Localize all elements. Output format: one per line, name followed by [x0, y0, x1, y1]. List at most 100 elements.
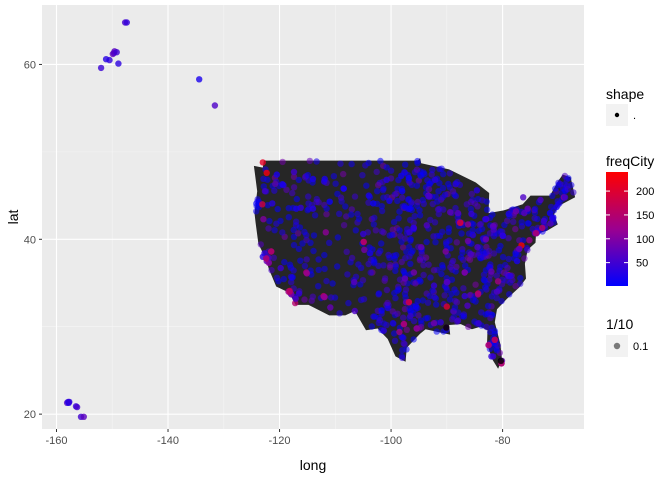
- scatter-point-bg: [429, 287, 436, 294]
- scatter-point-bg: [348, 160, 355, 168]
- scatter-point-bg: [315, 256, 322, 263]
- scatter-point-bg: [279, 158, 286, 166]
- x-axis: -160 -140 -120 -100 -80: [45, 429, 511, 447]
- scatter-point-bg: [454, 178, 461, 186]
- scatter-point-bg: [407, 312, 414, 320]
- scatter-point: [269, 200, 276, 207]
- scatter-point: [115, 60, 122, 67]
- scatter-point-bg: [386, 264, 394, 271]
- scatter-point-bg: [400, 314, 407, 321]
- scatter-point-bg: [334, 234, 342, 241]
- scatter-point-bg: [409, 247, 416, 254]
- scatter-point-bg: [431, 293, 438, 301]
- scatter-point-bg: [505, 235, 512, 242]
- scatter-point-bg: [389, 308, 396, 315]
- scatter-point: [386, 197, 393, 204]
- scatter-point: [286, 288, 293, 295]
- scatter-point-bg: [294, 230, 302, 237]
- scatter-point: [461, 269, 468, 276]
- scatter-point: [279, 181, 286, 188]
- scatter-point: [426, 193, 433, 200]
- scatter-point-bg: [283, 186, 290, 193]
- scatter-point-bg: [366, 249, 373, 257]
- scatter-point: [516, 245, 523, 253]
- scatter-point-bg: [422, 315, 429, 322]
- scatter-point-bg: [391, 330, 398, 337]
- legend-colorbar: [606, 172, 628, 286]
- scatter-point-bg: [479, 197, 486, 204]
- scatter-point-bg: [393, 190, 400, 197]
- scatter-point: [497, 357, 505, 364]
- scatter-point-bg: [384, 304, 391, 311]
- scatter-point-bg: [391, 289, 398, 297]
- scatter-point-bg: [510, 218, 517, 225]
- scatter-point-bg: [413, 166, 421, 173]
- scatter-point-bg: [280, 275, 287, 283]
- scatter-point-bg: [486, 247, 493, 255]
- x-tick-label: -120: [269, 435, 291, 447]
- scatter-point-bg: [449, 188, 457, 195]
- scatter-point-bg: [289, 189, 296, 197]
- legend-alpha: 1/10 0.1: [606, 316, 648, 357]
- scatter-point: [430, 282, 438, 289]
- scatter-point-bg: [313, 198, 320, 206]
- y-tick-label: 20: [24, 409, 36, 421]
- scatter-point-bg: [425, 186, 433, 193]
- scatter-point-bg: [427, 274, 434, 281]
- scatter-point-bg: [519, 237, 527, 244]
- scatter-point-bg: [301, 262, 309, 270]
- scatter-point: [505, 210, 512, 218]
- scatter-point-bg: [439, 194, 446, 201]
- scatter-point-bg: [375, 181, 382, 189]
- scatter-point-bg: [405, 196, 412, 204]
- y-axis: 20 40 60: [24, 59, 42, 421]
- scatter-point: [73, 403, 81, 411]
- scatter-point: [263, 169, 270, 177]
- scatter-point-bg: [440, 170, 447, 178]
- scatter-point-bg: [330, 173, 338, 180]
- scatter-point-bg: [414, 157, 421, 165]
- scatter-point-bg: [359, 172, 366, 179]
- scatter-point-bg: [518, 219, 525, 226]
- scatter-point: [532, 230, 540, 237]
- scatter-point-bg: [329, 280, 336, 287]
- scatter-point: [443, 303, 450, 310]
- scatter-point: [321, 293, 328, 301]
- scatter-point-bg: [400, 340, 407, 347]
- scatter-point-bg: [531, 205, 539, 213]
- scatter-point: [259, 159, 266, 166]
- scatter-point-bg: [365, 199, 372, 206]
- scatter-point-bg: [493, 272, 500, 279]
- scatter-point: [309, 175, 317, 183]
- scatter-point-bg: [266, 217, 273, 225]
- scatter-point-bg: [440, 206, 447, 213]
- scatter-point: [464, 221, 472, 228]
- scatter-point-bg: [467, 205, 475, 213]
- scatter-point-bg: [524, 246, 531, 254]
- scatter-point-bg: [368, 323, 375, 330]
- scatter-point-bg: [271, 227, 278, 234]
- scatter-point-bg: [424, 299, 432, 306]
- scatter-point-bg: [373, 168, 380, 176]
- scatter-point-bg: [512, 282, 519, 290]
- scatter-point: [461, 292, 468, 300]
- scatter-point: [303, 270, 311, 277]
- scatter-point-bg: [372, 227, 379, 234]
- scatter-point-bg: [271, 187, 278, 194]
- scatter-point-bg: [327, 294, 335, 301]
- scatter-point: [464, 237, 472, 245]
- scatter-point-bg: [435, 210, 442, 218]
- scatter-point-bg: [383, 286, 391, 294]
- scatter-point-bg: [336, 310, 343, 317]
- scatter-point-bg: [525, 220, 532, 227]
- scatter-point-bg: [480, 276, 487, 283]
- scatter-point: [360, 238, 367, 246]
- scatter-point: [113, 49, 120, 56]
- scatter-point: [474, 291, 482, 298]
- scatter-point: [540, 217, 548, 225]
- scatter-point-bg: [433, 328, 440, 335]
- scatter-point: [430, 320, 438, 327]
- scatter-point: [491, 336, 498, 343]
- scatter-point: [467, 251, 474, 258]
- scatter-point: [351, 307, 358, 315]
